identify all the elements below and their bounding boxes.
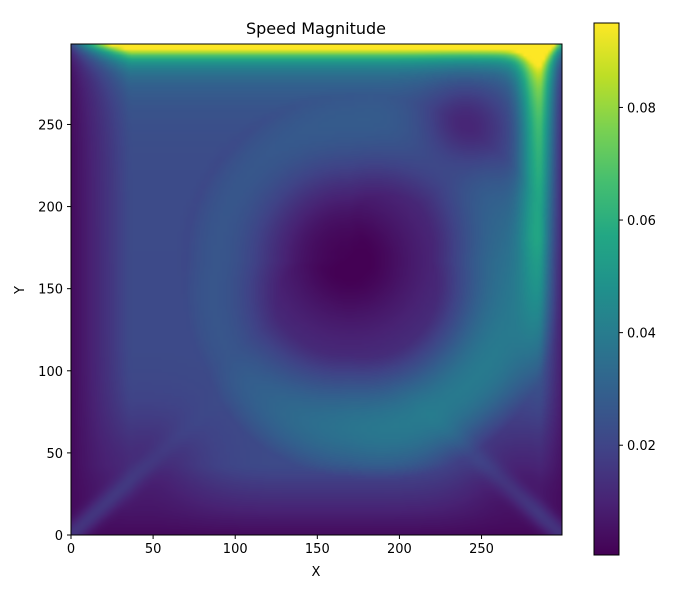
y-axis: 0 50 100 150 200 250 <box>38 118 71 544</box>
colorbar-frame <box>593 22 620 556</box>
x-axis-label: X <box>312 565 321 580</box>
x-tick-label: 0 <box>67 542 75 557</box>
x-tick-label: 250 <box>469 542 494 557</box>
colorbar-tick-label: 0.06 <box>627 214 656 229</box>
colorbar-tick-label: 0.02 <box>627 439 656 454</box>
x-tick-label: 200 <box>387 542 412 557</box>
heatmap-image <box>71 44 562 535</box>
colorbar-tick-label: 0.04 <box>627 327 656 342</box>
x-tick-label: 50 <box>145 542 162 557</box>
chart-title: Speed Magnitude <box>246 19 386 38</box>
colorbar-tick-label: 0.08 <box>627 101 656 116</box>
plot-frame <box>70 43 563 536</box>
y-tick-label: 150 <box>38 283 63 298</box>
plot-area <box>70 43 563 536</box>
x-tick-label: 150 <box>305 542 330 557</box>
x-tick-label: 100 <box>223 542 248 557</box>
y-tick-label: 200 <box>38 201 63 216</box>
colorbar: 0.02 0.04 0.06 0.08 <box>593 22 656 556</box>
y-tick-label: 50 <box>46 447 63 462</box>
y-axis-label: Y <box>13 286 28 295</box>
y-tick-label: 100 <box>38 365 63 380</box>
y-tick-label: 250 <box>38 118 63 133</box>
y-tick-label: 0 <box>55 529 63 544</box>
colorbar-ticks: 0.02 0.04 0.06 0.08 <box>619 101 656 454</box>
colorbar-gradient <box>594 23 619 555</box>
x-axis: 0 50 100 150 200 250 <box>67 535 494 557</box>
